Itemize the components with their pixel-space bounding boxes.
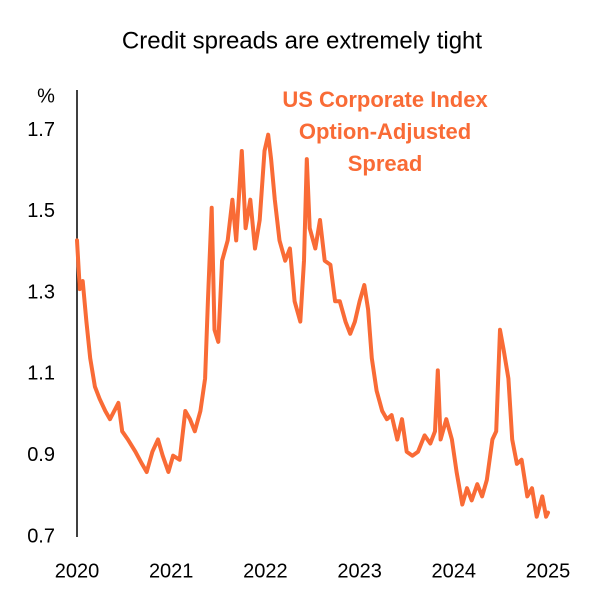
x-tick-label: 2025 [526,560,571,582]
y-axis-label: % [37,85,55,107]
y-tick-label: 1.3 [27,281,55,303]
series-line [75,132,550,519]
legend-label: US Corporate Index Option-Adjusted Sprea… [282,87,488,176]
x-tick-label: 2023 [337,560,382,582]
y-tick-label: 1.1 [27,363,55,385]
chart-title: Credit spreads are extremely tight [122,27,482,54]
x-tick-label: 2024 [432,560,477,582]
y-tick-label: 0.7 [27,525,55,547]
x-tick-label: 2022 [243,560,288,582]
y-tick-label: 1.7 [27,119,55,141]
y-tick-label: 1.5 [27,200,55,222]
x-tick-label: 2020 [55,560,100,582]
y-tick-label: 0.9 [27,444,55,466]
x-tick-label: 2021 [149,560,194,582]
